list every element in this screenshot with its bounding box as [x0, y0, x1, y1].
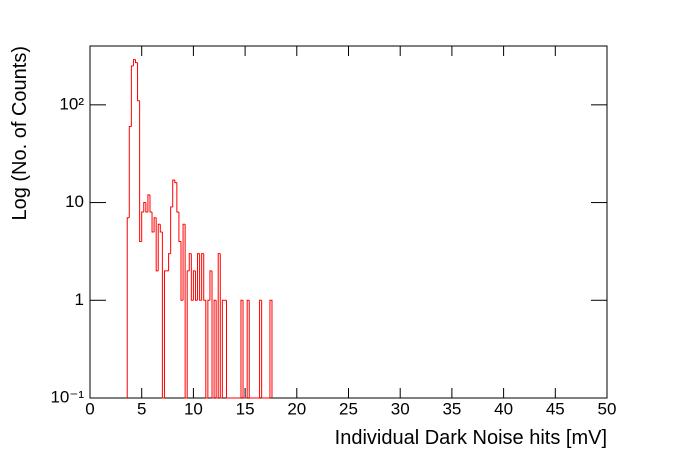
- histogram-bin: [186, 270, 190, 398]
- histogram-bin: [213, 299, 217, 398]
- histogram-bin: [259, 299, 262, 398]
- x-tick-label: 20: [287, 399, 306, 418]
- y-axis-title: Log (No. of Counts): [9, 46, 31, 221]
- histogram-bin: [126, 217, 130, 398]
- histogram-bin: [184, 224, 188, 399]
- histogram-bin: [190, 253, 194, 301]
- x-tick-label: 50: [598, 399, 617, 418]
- x-tick-label: 45: [546, 399, 565, 418]
- histogram-bin: [221, 299, 225, 398]
- x-tick-label: 30: [391, 399, 410, 418]
- x-tick-label: 25: [339, 399, 358, 418]
- histogram-bin: [261, 300, 264, 399]
- histogram-bin: [161, 231, 165, 399]
- histogram-bin: [157, 223, 161, 271]
- histogram-bin: [172, 179, 175, 208]
- histogram-bin: [207, 299, 210, 398]
- histogram-bin: [205, 300, 208, 399]
- histogram-bin: [246, 299, 250, 398]
- histogram-bin: [145, 202, 148, 213]
- histogram-bin: [141, 211, 144, 242]
- x-tick-label: 10: [184, 399, 203, 418]
- histogram-bin: [215, 300, 219, 399]
- histogram-bin: [170, 206, 173, 254]
- histogram-bin: [139, 100, 142, 242]
- histogram-bin: [269, 299, 273, 398]
- histogram-bin: [176, 182, 179, 213]
- histogram-bin: [188, 253, 192, 271]
- histogram-bin: [199, 253, 202, 301]
- histogram-bin: [130, 65, 134, 127]
- histogram-bin: [128, 126, 132, 218]
- histogram-bin: [225, 300, 229, 399]
- x-axis-title: Individual Dark Noise hits [mV]: [335, 427, 607, 449]
- histogram-bin: [168, 253, 171, 271]
- histogram-bin: [217, 253, 221, 398]
- histogram-bin: [182, 223, 186, 301]
- histogram-bin: [178, 212, 181, 242]
- histogram-bin: [192, 270, 196, 301]
- histogram-bin: [147, 194, 150, 213]
- histogram-bin: [163, 270, 167, 398]
- histogram-bin: [240, 299, 244, 398]
- y-tick-label: 10²: [59, 94, 84, 113]
- histogram-bin: [174, 180, 177, 184]
- histogram-bin: [149, 194, 153, 213]
- histogram-bin: [137, 62, 140, 102]
- x-tick-label: 35: [442, 399, 461, 418]
- histogram-bin: [197, 253, 200, 301]
- histogram-bin: [132, 59, 136, 66]
- histogram-bin: [209, 270, 213, 301]
- x-tick-label: 15: [236, 399, 255, 418]
- histogram-bin: [194, 270, 198, 301]
- x-tick-label: 0: [85, 399, 94, 418]
- y-tick-label: 10: [65, 192, 84, 211]
- histogram-bin: [242, 300, 246, 399]
- histogram-bin: [143, 202, 146, 213]
- histogram-bin: [203, 253, 206, 301]
- histogram-bin: [211, 270, 215, 399]
- histogram-bin: [134, 59, 138, 64]
- histogram-bin: [248, 300, 252, 399]
- histogram-bin: [153, 217, 157, 232]
- histogram-bin: [155, 217, 159, 272]
- plot-frame: [89, 45, 608, 399]
- x-tick-label: 40: [494, 399, 513, 418]
- x-tick-label: 5: [137, 399, 146, 418]
- histogram-bin: [201, 253, 204, 301]
- y-tick-label: 1: [75, 290, 84, 309]
- histogram-bin: [219, 253, 223, 399]
- histogram-bin: [180, 241, 184, 301]
- histogram-bin: [151, 212, 155, 233]
- histogram-bin: [159, 224, 163, 233]
- y-tick-label: 10⁻¹: [50, 387, 84, 406]
